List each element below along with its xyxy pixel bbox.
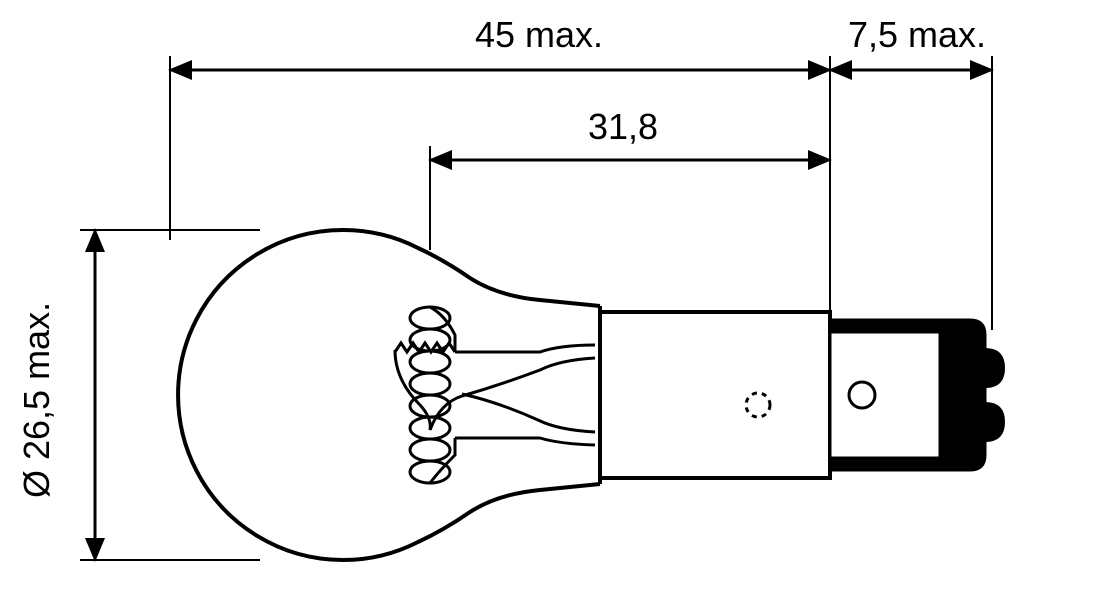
dim-overall-length: 45 max. (475, 14, 603, 56)
dim-filament-center: 31,8 (588, 106, 658, 148)
drawing-svg (0, 0, 1100, 615)
dim-diameter: Ø 26,5 max. (16, 302, 58, 498)
technical-drawing: 45 max. 7,5 max. 31,8 Ø 26,5 max. (0, 0, 1100, 615)
dim-base-length: 7,5 max. (848, 14, 986, 56)
